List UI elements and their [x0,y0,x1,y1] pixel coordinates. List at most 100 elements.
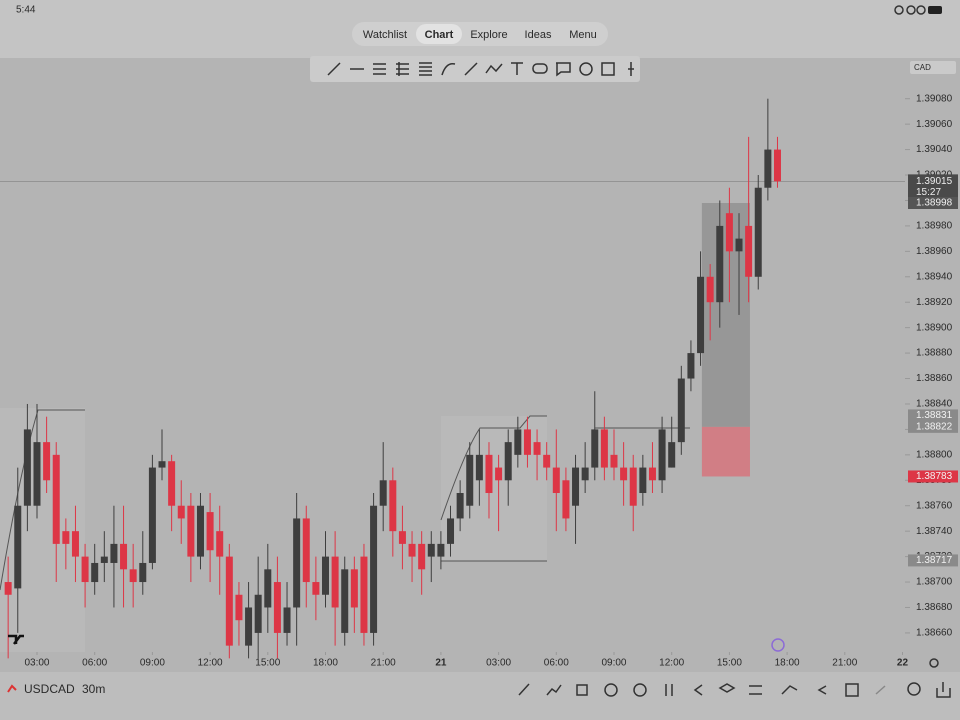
symbol[interactable]: USDCAD [24,682,75,696]
candle-body [341,569,349,633]
fullscreen-button[interactable] [845,683,859,697]
settings-icon[interactable] [929,658,939,668]
price-label-box [908,470,958,483]
x-tick-label: 03:00 [24,658,49,669]
candle-body [273,582,281,633]
channel-tool[interactable] [373,63,386,75]
status-icons [894,5,942,15]
y-tick-label: 1.39060 [916,119,953,130]
cursor-tool[interactable] [628,62,634,76]
candle-body [725,213,733,252]
add-button[interactable] [604,683,618,697]
text-tool[interactable] [511,62,523,75]
candle-body [437,543,445,557]
currency-box[interactable] [910,61,956,74]
candle-body [350,569,358,608]
candle-body [91,562,99,583]
shape-tool[interactable] [532,63,548,74]
price-label-box [908,197,958,210]
x-tick-label: 15:00 [255,658,280,669]
price-label: 1.38822 [916,422,953,433]
x-tick-label: 09:00 [601,658,626,669]
candle-body [110,543,118,563]
brush-tool[interactable] [441,62,456,76]
objects-button[interactable] [718,683,736,693]
candle-body [485,454,493,494]
compare-button[interactable] [781,685,798,695]
candle-body [312,582,320,595]
candle-body [418,543,426,570]
candle-body [658,429,666,481]
bottom-icons[interactable] [518,682,951,698]
draw-button[interactable] [518,683,530,696]
candle-type-button[interactable] [665,684,673,696]
layout-button[interactable] [576,684,588,696]
interval[interactable]: 30m [82,682,105,696]
candle-body [139,562,147,583]
undo-button[interactable] [817,685,827,695]
candle-body [745,225,753,277]
candle-body [456,493,464,519]
candle-body [562,480,570,519]
nav-tab[interactable]: Menu [569,29,597,41]
status-time: 5:44 [16,5,36,16]
candle-body [100,556,108,563]
candle-body [523,429,531,455]
candle-body [581,467,589,481]
toolbar-icons[interactable] [327,62,634,77]
candle-body [81,556,89,583]
x-tick-label: 15:00 [717,658,742,669]
share-button[interactable] [936,682,951,698]
candle-body [196,505,204,557]
y-tick-label: 1.38940 [916,271,953,282]
candle-body [43,442,51,481]
fib-tool[interactable] [419,62,432,76]
redo-button[interactable] [875,685,886,695]
nav-tab[interactable]: Explore [470,29,507,41]
symbol-icon [7,684,17,693]
replay-button[interactable] [693,684,703,696]
position-loss [701,426,750,477]
alert-button[interactable] [633,683,647,697]
candle-body [668,442,676,468]
pattern-tool[interactable] [485,63,503,74]
measure-tool[interactable] [579,62,593,76]
pitchfork-tool[interactable] [396,62,409,76]
candle-body [447,518,455,544]
candle-body [773,149,781,182]
y-tick-label: 1.38740 [916,526,953,537]
candle-body [398,531,406,544]
y-tick-label: 1.38800 [916,449,953,460]
x-tick-label: 21:00 [371,658,396,669]
events-icon[interactable] [771,638,785,652]
x-tick-label: 06:00 [544,658,569,669]
nav-tab[interactable]: Watchlist [363,29,407,41]
candle-body [302,518,310,583]
price-label: 1.38783 [916,471,953,482]
candle-body [735,238,743,252]
price-label-box [908,409,958,422]
price-label: 1.38831 [916,410,953,421]
nav-tab[interactable]: Chart [425,29,454,41]
profile-button[interactable] [907,682,921,696]
x-tick-label: 12:00 [659,658,684,669]
y-tick-label: 1.38980 [916,221,953,232]
note-tool[interactable] [556,62,571,77]
y-tick-label: 1.39080 [916,93,953,104]
x-tick-label: 03:00 [486,658,511,669]
nav-tab[interactable]: Ideas [525,29,552,41]
candle-body [706,276,714,303]
candle-body [620,467,628,481]
active-tab [416,24,462,44]
trend-line-tool[interactable] [327,62,341,76]
rect-tool[interactable] [601,62,615,76]
candle-body [379,480,387,506]
y-tick-label: 1.39040 [916,144,953,155]
candle-body [177,505,185,519]
settings-button[interactable] [749,685,762,695]
indicators-button[interactable] [546,684,562,696]
pen-tool[interactable] [464,62,478,76]
candle-body [504,442,512,481]
candle-body [62,531,70,544]
